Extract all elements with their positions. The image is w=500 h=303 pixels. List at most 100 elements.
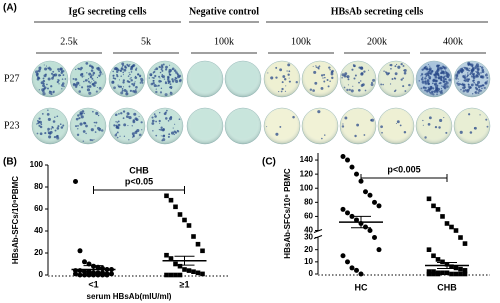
well-shade (187, 61, 223, 97)
dose-label: 5k (141, 36, 151, 47)
well-shade (70, 61, 106, 97)
point (345, 210, 350, 216)
y-tick-label: 10 (304, 257, 313, 266)
point (345, 157, 350, 163)
well-shade (225, 108, 261, 144)
point (177, 272, 183, 278)
well-shade (302, 61, 338, 97)
point (376, 203, 382, 209)
well-shade (378, 108, 414, 144)
panel-label: (A) (3, 3, 17, 14)
point (363, 224, 368, 230)
point (440, 259, 445, 265)
y-tick-label: 20 (34, 248, 43, 257)
point (195, 241, 201, 247)
point (177, 263, 183, 269)
well-shade (187, 108, 223, 144)
y-tick-label: 40 (34, 226, 43, 235)
point (376, 247, 382, 253)
point (164, 272, 169, 278)
annotation: p<0.005 (387, 164, 420, 174)
y-tick-label: 60 (34, 204, 43, 213)
dose-label: 2.5k (60, 36, 78, 47)
y-tick-label: 80 (34, 182, 43, 191)
well-shade (225, 61, 261, 97)
point (444, 221, 450, 226)
point (426, 271, 432, 277)
point (354, 217, 359, 223)
well-shade (340, 61, 376, 97)
point (340, 154, 346, 160)
point (182, 267, 187, 272)
point (191, 234, 196, 239)
point (340, 253, 346, 259)
point (186, 223, 192, 228)
well-shade (302, 108, 338, 144)
point (345, 259, 350, 265)
point (363, 189, 368, 195)
point (168, 256, 174, 261)
well-shade (109, 108, 145, 144)
row-label: P27 (4, 73, 20, 84)
y-tick-label: 60 (304, 212, 313, 221)
point (82, 259, 87, 265)
point (444, 270, 450, 276)
y-tick-label: 20 (304, 245, 313, 254)
point (426, 269, 432, 274)
dose-label: 400k (443, 36, 463, 47)
point (458, 266, 463, 272)
y-axis-label: HBsAb-SFCs/10⁶ PBMC (283, 168, 292, 259)
point (453, 228, 459, 233)
group-title: IgG secreting cells (68, 6, 146, 17)
y-tick-label: 40 (304, 226, 313, 235)
y-tick-label: 80 (304, 197, 313, 206)
point (435, 257, 441, 262)
point (73, 271, 78, 277)
x-tick-label: <1 (88, 279, 98, 289)
point (453, 271, 459, 277)
well-shade (454, 61, 490, 97)
y-tick-label: 120 (300, 169, 314, 178)
point (431, 203, 436, 209)
point (200, 271, 205, 277)
well-shade (70, 108, 106, 144)
point (431, 271, 436, 277)
point (182, 217, 187, 223)
point (354, 267, 359, 273)
point (431, 269, 436, 274)
point (73, 179, 78, 184)
point (173, 204, 178, 210)
point (435, 271, 441, 277)
well-shade (264, 61, 300, 97)
point (449, 264, 454, 270)
x-tick-label: ≥1 (180, 279, 190, 289)
well-shade (32, 108, 68, 144)
point (77, 272, 83, 278)
point (426, 196, 432, 202)
point (168, 197, 174, 203)
chart-title: CHB (129, 165, 149, 175)
point (462, 241, 468, 246)
well-shade (454, 108, 490, 144)
point (462, 268, 468, 273)
row-label: P23 (4, 120, 20, 131)
point (173, 261, 178, 267)
point (440, 214, 445, 219)
well-shade (416, 108, 452, 144)
point (340, 206, 346, 212)
point (431, 253, 436, 259)
dose-label: 200k (367, 36, 387, 47)
y-tick-label: 100 (30, 160, 44, 169)
y-tick-label: 30 (304, 233, 313, 242)
point (349, 265, 355, 271)
point (164, 193, 169, 199)
point (354, 171, 359, 177)
point (458, 235, 463, 240)
point (462, 271, 468, 277)
panel-label: (B) (3, 157, 17, 168)
well-shade (340, 108, 376, 144)
y-tick-label: 0 (39, 270, 44, 279)
y-tick-label: 0 (309, 269, 314, 278)
point (186, 268, 192, 273)
